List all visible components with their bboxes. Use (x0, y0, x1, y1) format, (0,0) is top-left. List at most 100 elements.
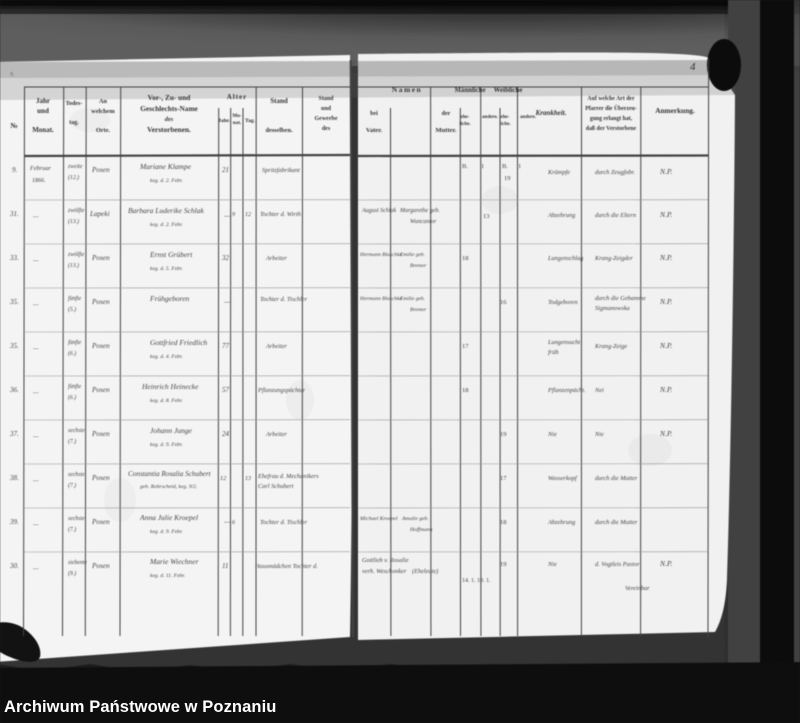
svg-text:Arbeiter: Arbeiter (265, 343, 288, 350)
svg-text:—: — (223, 298, 231, 306)
svg-text:früh: früh (548, 349, 559, 356)
svg-text:d. Vogtleis Pastor: d. Vogtleis Pastor (595, 561, 640, 568)
svg-text:Posen: Posen (91, 518, 110, 526)
svg-text:6: 6 (232, 520, 235, 526)
svg-text:Krankheit.: Krankheit. (535, 109, 567, 117)
svg-text:35.: 35. (9, 342, 19, 350)
svg-text:Posen: Posen (91, 474, 110, 482)
svg-text:(12.): (12.) (68, 174, 79, 181)
svg-text:keg. d. 5. Febr.: keg. d. 5. Febr. (150, 266, 183, 272)
svg-text:Anna Julie Kroepel: Anna Julie Kroepel (139, 513, 198, 522)
svg-text:durch die Mutter: durch die Mutter (595, 475, 638, 482)
svg-text:—: — (32, 389, 39, 396)
svg-text:Krang-Zeigder: Krang-Zeigder (594, 255, 633, 262)
svg-text:Posen: Posen (91, 562, 110, 570)
svg-text:17: 17 (500, 475, 507, 482)
svg-text:Nie: Nie (594, 431, 604, 438)
svg-text:An: An (99, 98, 108, 105)
svg-text:Stand: Stand (318, 96, 334, 102)
svg-text:39.: 39. (9, 518, 19, 526)
svg-text:Posen: Posen (91, 386, 110, 394)
svg-text:keg. d. 9. Febr.: keg. d. 9. Febr. (150, 442, 183, 448)
svg-text:Gewerbe: Gewerbe (315, 116, 338, 122)
svg-text:4: 4 (690, 61, 696, 73)
svg-text:Ernst Grübert: Ernst Grübert (149, 250, 193, 259)
svg-text:Februar: Februar (29, 165, 52, 172)
svg-text:18: 18 (462, 387, 469, 394)
svg-text:zweite: zweite (67, 164, 83, 170)
svg-text:№: № (10, 121, 18, 130)
svg-text:18: 18 (462, 255, 469, 262)
svg-text:Wuncantor: Wuncantor (410, 219, 437, 225)
svg-text:Bremer: Bremer (410, 307, 427, 313)
svg-text:Carl Schubert: Carl Schubert (258, 483, 294, 490)
svg-text:gung erlangt hat,: gung erlangt hat, (590, 116, 633, 122)
svg-text:der: der (442, 111, 451, 117)
svg-text:andere.: andere. (520, 115, 537, 120)
svg-text:desselben.: desselben. (265, 127, 293, 134)
svg-text:19: 19 (500, 561, 507, 568)
svg-text:Vater.: Vater. (366, 127, 383, 134)
svg-text:Gottfried Friedlich: Gottfried Friedlich (150, 338, 208, 347)
svg-text:(6.): (6.) (68, 350, 76, 357)
svg-text:Lapeki: Lapeki (89, 210, 110, 218)
svg-text:33.: 33. (9, 254, 19, 262)
svg-text:Mo-: Mo- (232, 113, 241, 119)
svg-text:—: — (32, 433, 39, 440)
svg-text:1: 1 (518, 163, 521, 170)
svg-text:ehe-: ehe- (501, 115, 510, 120)
svg-text:Posen: Posen (91, 298, 110, 306)
svg-text:Emilie geb.: Emilie geb. (399, 296, 425, 302)
svg-text:—: — (32, 477, 39, 484)
svg-text:liche.: liche. (459, 122, 471, 127)
svg-text:sechste: sechste (68, 428, 85, 434)
svg-text:Mariane Klampe: Mariane Klampe (139, 162, 192, 171)
svg-text:B.: B. (502, 163, 508, 170)
svg-text:bei: bei (370, 111, 378, 117)
svg-text:(9.): (9.) (68, 570, 76, 577)
svg-text:17: 17 (462, 343, 469, 350)
svg-text:Hausmädchen Tochter d.: Hausmädchen Tochter d. (254, 563, 318, 570)
svg-text:35.: 35. (9, 298, 19, 306)
svg-text:keg. d. 4. Febr.: keg. d. 4. Febr. (150, 353, 183, 360)
svg-text:keg. d. 9. Febr.: keg. d. 9. Febr. (150, 529, 183, 535)
svg-text:21: 21 (222, 166, 229, 174)
svg-text:Barbara Luderike Schlak: Barbara Luderike Schlak (128, 206, 204, 215)
svg-text:16: 16 (500, 299, 507, 306)
svg-text:11: 11 (222, 562, 228, 570)
svg-text:Arbeiter: Arbeiter (265, 255, 288, 262)
svg-text:daß der Verstorbene: daß der Verstorbene (586, 126, 637, 132)
svg-text:Todgeboren: Todgeboren (548, 299, 578, 306)
svg-text:keg. d. 11. Febr.: keg. d. 11. Febr. (150, 573, 185, 579)
svg-text:9.: 9. (12, 166, 18, 174)
svg-text:fünfte: fünfte (68, 383, 82, 390)
svg-text:Krämpfe: Krämpfe (547, 169, 570, 176)
svg-text:Posen: Posen (91, 254, 110, 262)
svg-text:Spritzfabrikant: Spritzfabrikant (262, 167, 300, 174)
svg-text:Nie: Nie (547, 431, 557, 438)
svg-text:31.: 31. (9, 210, 19, 218)
svg-text:36.: 36. (9, 386, 19, 394)
svg-text:Pfarrer die Überzeu-: Pfarrer die Überzeu- (585, 105, 637, 112)
svg-text:Sigmanowska: Sigmanowska (595, 305, 630, 312)
svg-text:Tochter d. Wirth: Tochter d. Wirth (260, 211, 301, 218)
svg-text:Posen: Posen (91, 430, 110, 438)
svg-text:Wasserkopf: Wasserkopf (548, 475, 578, 482)
svg-text:Margarethe geb.: Margarethe geb. (399, 208, 440, 214)
svg-text:Monat.: Monat. (32, 126, 54, 134)
svg-text:Orte.: Orte. (96, 127, 111, 134)
svg-text:Jahr.: Jahr. (218, 118, 230, 124)
svg-text:N.P.: N.P. (659, 167, 672, 176)
svg-text:Frühgeboren: Frühgeboren (149, 294, 190, 303)
svg-text:(7.): (7.) (68, 526, 76, 533)
svg-text:12: 12 (245, 212, 251, 218)
svg-text:Heinrich Heinecke: Heinrich Heinecke (141, 382, 199, 391)
svg-text:N.P.: N.P. (659, 297, 672, 306)
svg-text:19: 19 (500, 431, 507, 438)
svg-text:andere.: andere. (482, 115, 499, 120)
svg-text:Anmerkung.: Anmerkung. (655, 106, 695, 115)
svg-text:N.P.: N.P. (659, 253, 672, 262)
svg-text:24: 24 (222, 430, 230, 438)
svg-text:sechste: sechste (68, 472, 85, 478)
svg-text:Namen: Namen (392, 85, 422, 94)
